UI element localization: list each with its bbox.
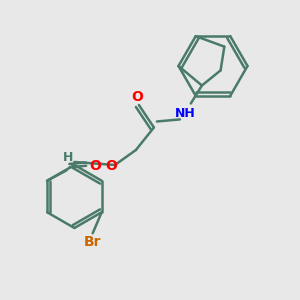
Text: Br: Br bbox=[84, 235, 101, 249]
Text: NH: NH bbox=[175, 107, 196, 121]
Text: H: H bbox=[63, 151, 73, 164]
Text: O: O bbox=[89, 159, 101, 173]
Text: O: O bbox=[105, 160, 117, 173]
Text: O: O bbox=[131, 91, 143, 104]
